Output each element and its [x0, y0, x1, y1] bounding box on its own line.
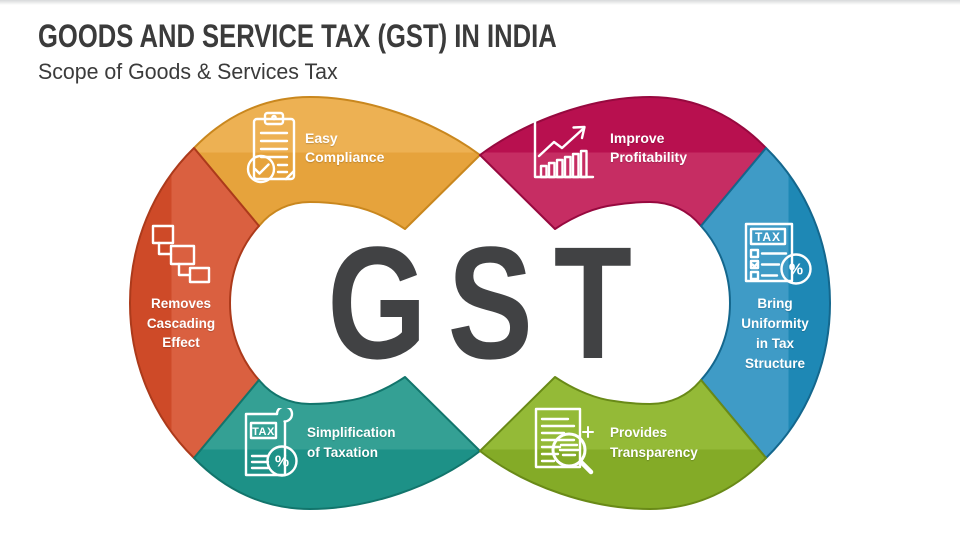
label-simplification-of-taxation: Simplification of Taxation: [307, 423, 396, 463]
label-line: Uniformity: [741, 316, 809, 331]
label-line: Removes: [150, 296, 212, 311]
label-improve-profitability: Improve Profitability: [610, 129, 687, 167]
tax-checklist-percent-icon: TAX %: [742, 221, 812, 287]
tax-receipt-percent-icon: TAX %: [240, 408, 302, 480]
clipboard-check-icon: [246, 111, 302, 187]
growth-chart-icon: [526, 116, 598, 184]
label-line: in Tax: [755, 336, 794, 351]
page-title: GOODS AND SERVICE TAX (GST) IN INDIA: [38, 18, 557, 54]
slide-top-edge: [0, 0, 960, 5]
label-line: Improve: [610, 130, 665, 146]
label-line: Compliance: [305, 149, 385, 165]
label-line: Easy: [305, 130, 338, 146]
document-magnifier-icon: [528, 405, 602, 479]
segment-easy-compliance: [193, 96, 481, 230]
label-bring-uniformity-in-tax-structure: Bring Uniformity in Tax Structure: [716, 294, 834, 374]
label-line: Simplification: [307, 425, 396, 440]
svg-text:TAX: TAX: [755, 230, 781, 244]
segment-improve-profitability: [479, 96, 767, 230]
page-subtitle: Scope of Goods & Services Tax: [38, 59, 338, 84]
segment-bring-uniformity-in-tax-structure: [700, 147, 831, 459]
label-line: Bring: [757, 296, 793, 311]
label-line: Effect: [162, 335, 200, 350]
label-removes-cascading-effect: Removes Cascading Effect: [122, 294, 240, 353]
svg-text:%: %: [275, 454, 289, 471]
svg-text:TAX: TAX: [252, 426, 275, 438]
svg-text:%: %: [789, 262, 803, 279]
label-line: Profitability: [610, 149, 688, 165]
gst-center-label: GST: [327, 213, 653, 392]
label-line: Provides: [610, 425, 668, 440]
label-easy-compliance: Easy Compliance: [305, 129, 384, 167]
label-line: Structure: [744, 356, 805, 371]
label-line: Cascading: [146, 315, 216, 331]
label-line: of Taxation: [307, 445, 379, 460]
label-provides-transparency: Provides Transparency: [610, 423, 698, 463]
cascading-blocks-icon: [148, 223, 212, 285]
label-line: Transparency: [610, 445, 698, 460]
